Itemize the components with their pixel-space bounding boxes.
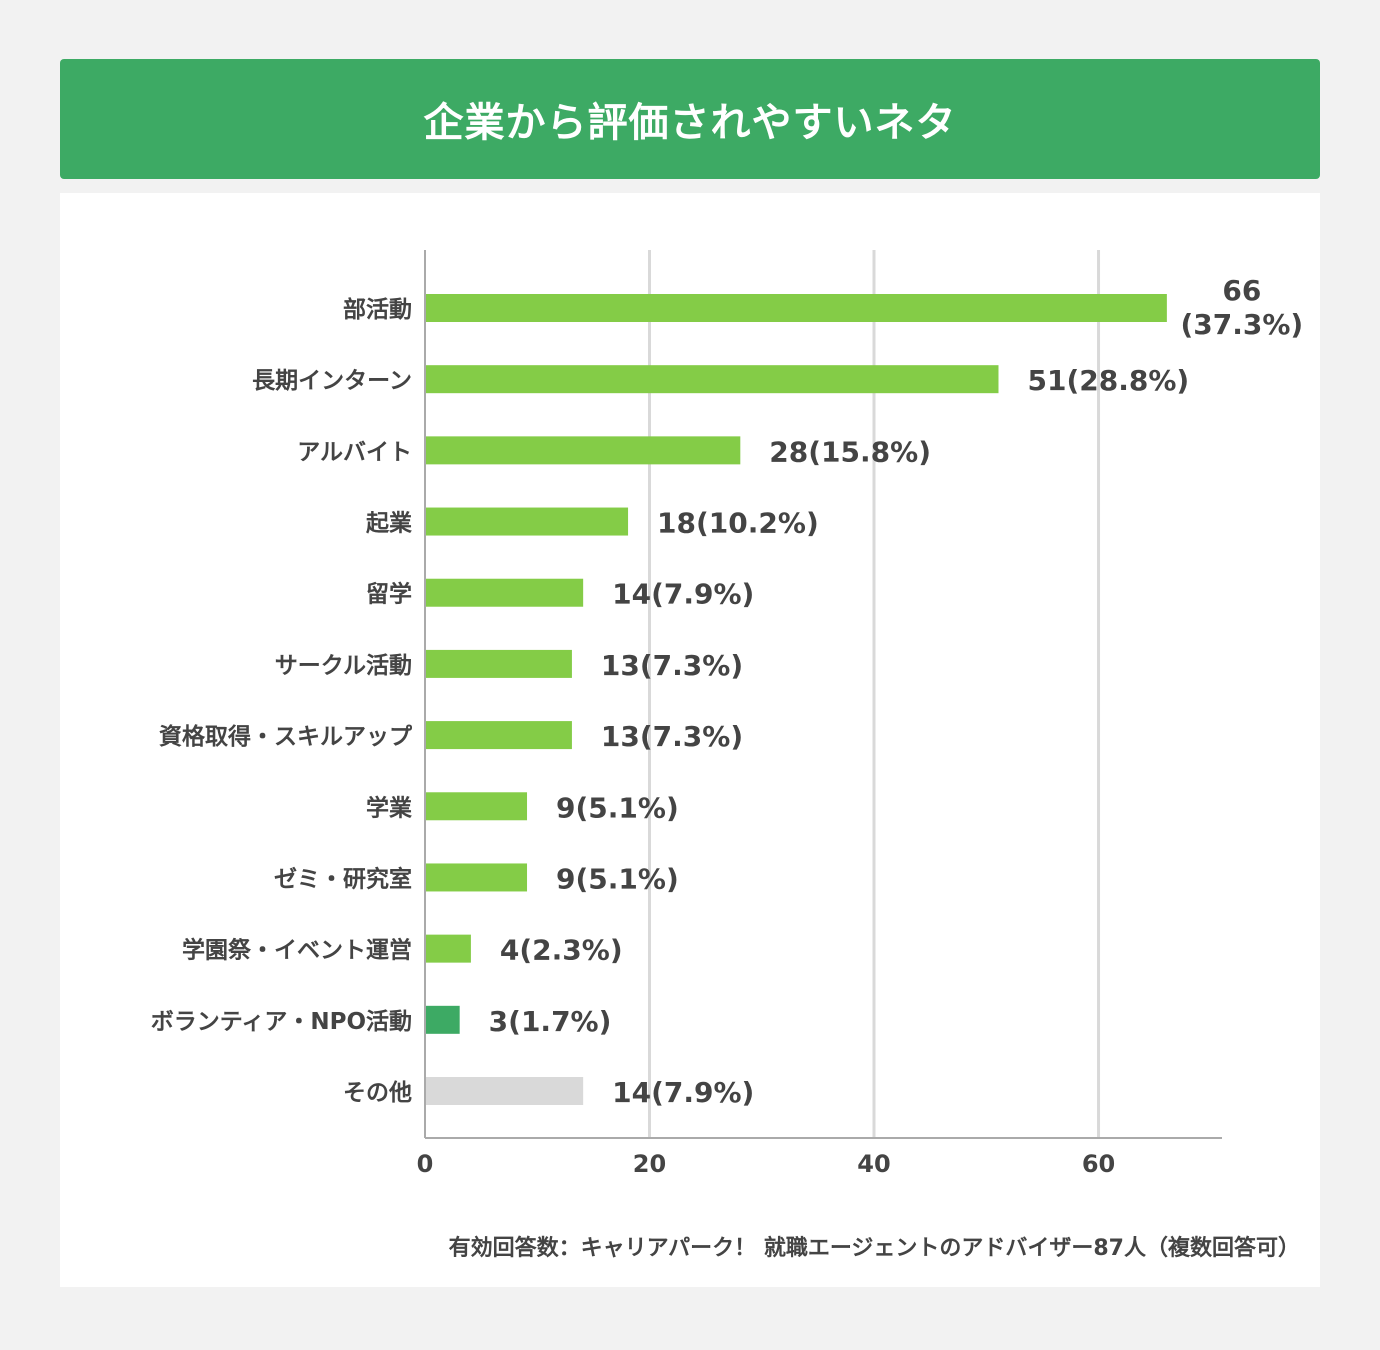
footnote: 有効回答数：キャリアパーク！ 就職エージェントのアドバイザー87人（複数回答可）	[448, 1236, 1300, 1261]
category-label: 学業	[366, 794, 413, 821]
category-label: アルバイト	[297, 439, 412, 465]
data-label: 18(10.2%)	[657, 507, 819, 540]
data-label: 9(5.1%)	[556, 791, 679, 824]
category-label: その他	[343, 1080, 412, 1106]
data-label: 14(7.9%)	[612, 578, 754, 611]
bar	[426, 792, 528, 821]
category-label: 学園祭・イベント運営	[182, 937, 412, 964]
bar	[426, 934, 471, 963]
data-label: 66 (37.3%)	[1181, 274, 1304, 341]
category-label: ゼミ・研究室	[274, 865, 412, 892]
category-label: 資格取得・スキルアップ	[159, 723, 413, 750]
bar	[426, 436, 741, 465]
bar	[426, 578, 584, 607]
x-tick-label: 20	[633, 1150, 666, 1178]
bar	[426, 649, 572, 678]
category-label: 部活動	[343, 296, 412, 323]
x-tick-label: 0	[417, 1150, 434, 1178]
bar	[426, 507, 629, 536]
chart-title: 企業から評価されやすいネタ	[423, 100, 957, 146]
bar	[426, 863, 528, 892]
x-tick-label: 60	[1082, 1150, 1115, 1178]
bar	[426, 1005, 460, 1034]
category-label: 長期インターン	[252, 368, 412, 394]
data-label: 3(1.7%)	[489, 1005, 612, 1038]
chart-title-banner: 企業から評価されやすいネタ	[60, 59, 1320, 179]
category-label: ボランティア・NPO活動	[151, 1009, 412, 1035]
category-label: 留学	[366, 581, 412, 608]
bar	[426, 1077, 584, 1105]
bar	[426, 721, 572, 750]
data-label: 14(7.9%)	[612, 1076, 754, 1109]
bar	[426, 365, 999, 394]
data-label: 13(7.3%)	[601, 649, 743, 682]
data-label: 28(15.8%)	[769, 435, 931, 468]
data-label: 13(7.3%)	[601, 720, 743, 753]
data-label: 51(28.8%)	[1027, 364, 1189, 397]
x-tick-label: 40	[857, 1150, 890, 1178]
data-label: 9(5.1%)	[556, 862, 679, 895]
bar	[426, 294, 1167, 322]
data-label: 4(2.3%)	[500, 934, 623, 967]
category-label: 起業	[366, 510, 413, 537]
category-label: サークル活動	[275, 653, 412, 679]
